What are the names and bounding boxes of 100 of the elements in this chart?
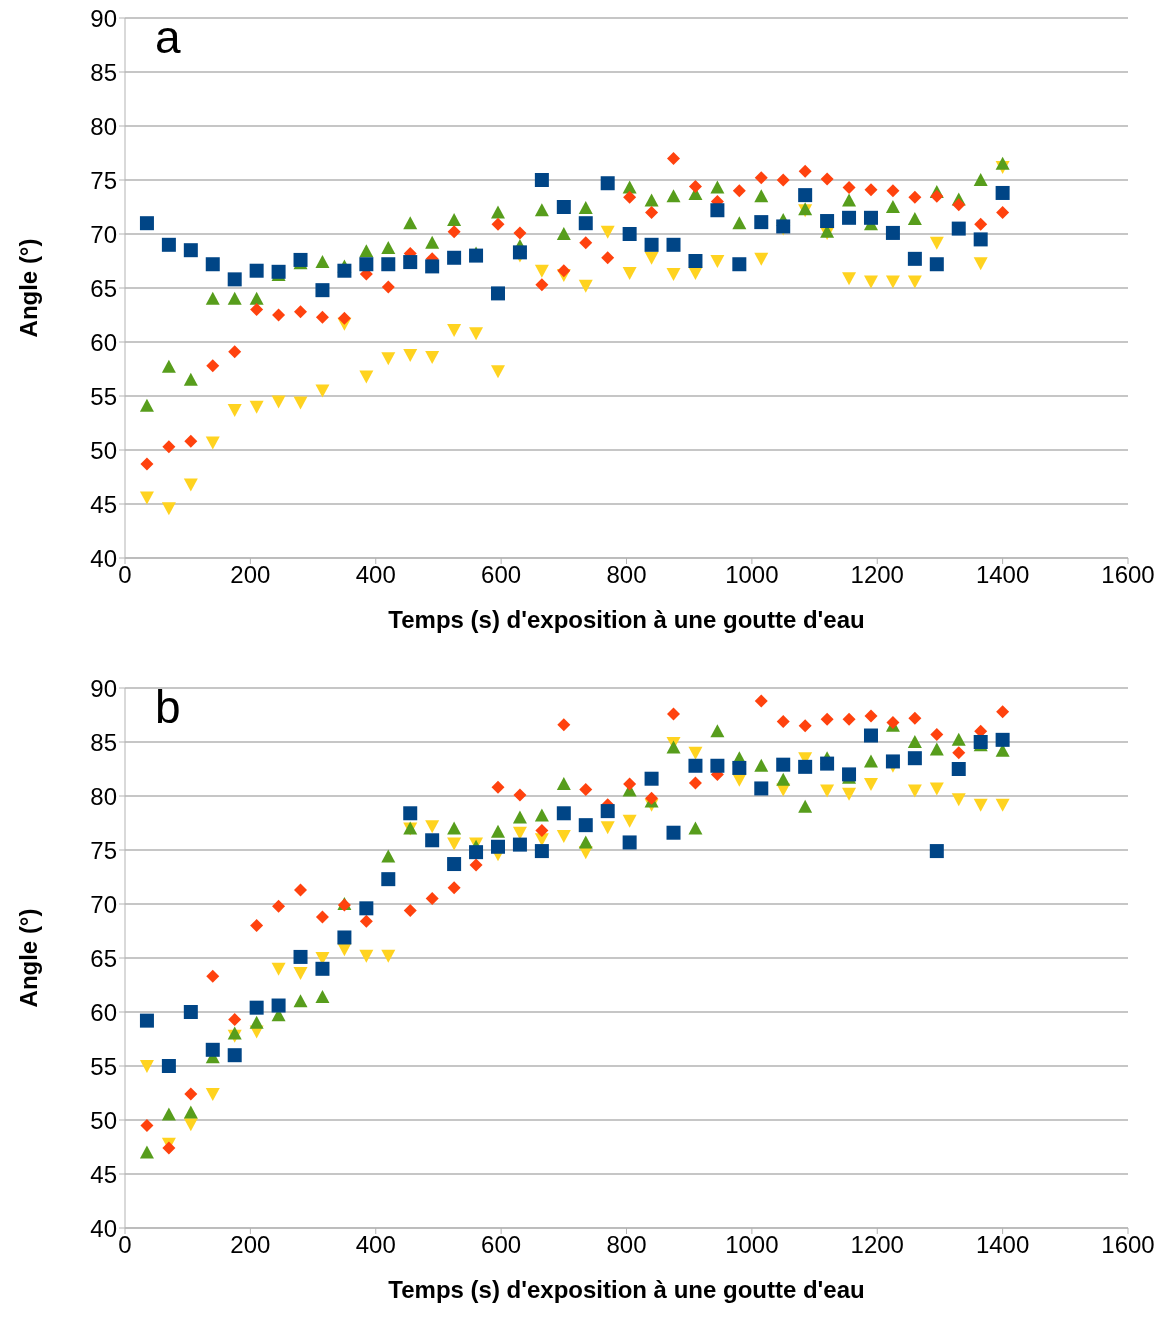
point [820,214,835,229]
point [447,225,461,239]
point [534,264,549,278]
point [469,858,483,872]
annotation: a [155,10,181,64]
point [842,193,857,207]
point [294,305,308,319]
point [315,283,330,298]
point [930,189,944,203]
point [688,746,703,760]
point [293,994,308,1008]
point [534,808,549,822]
point [688,758,703,773]
point [754,215,769,230]
point [162,1141,176,1155]
point [688,821,703,835]
point [929,844,944,859]
point [951,221,966,236]
point [359,949,374,963]
y-tick-label: 65 [90,274,117,302]
point [139,398,154,412]
point [272,899,286,913]
point [622,266,637,280]
point [315,384,330,398]
point [490,205,505,219]
point [732,760,747,775]
y-tick-label: 55 [90,382,117,410]
point [556,777,571,791]
point [776,173,790,187]
point [205,291,220,305]
point [139,491,154,505]
point [403,806,418,821]
x-tick-label: 1200 [850,1231,904,1259]
point [952,746,966,760]
point [666,825,681,840]
point [688,179,702,193]
point [732,184,746,198]
point [162,440,176,454]
annotation: b [155,680,181,734]
y-axis-title: Angle (°) [14,908,42,1008]
point [929,257,944,272]
point [732,257,747,272]
x-tick-label: 0 [118,561,132,589]
point [381,280,395,294]
point [183,1105,198,1119]
point [754,758,769,772]
point [623,777,637,791]
point [951,762,966,776]
point [139,216,154,231]
point [842,787,857,801]
point [556,806,571,821]
point [249,1000,264,1015]
x-tick-label: 1400 [975,1231,1030,1259]
point [754,171,768,185]
point [293,967,308,981]
point [447,837,462,851]
point [645,205,659,219]
point [359,914,373,928]
point [907,751,922,766]
point [666,189,681,203]
point [666,267,681,281]
point [183,1005,198,1019]
y-tick-label: 70 [90,220,117,248]
point [885,225,900,240]
point [512,826,527,840]
point [512,837,527,852]
point [425,833,440,848]
x-axis-title: Temps (s) d'exposition à une goutte d'eau [388,606,865,633]
point [491,217,505,231]
x-tick-label: 800 [606,1231,647,1259]
point [754,252,769,266]
point [381,241,396,255]
point [447,324,462,338]
point [820,712,834,726]
point [973,232,988,247]
point [250,303,264,317]
point [556,829,571,843]
x-tick-label: 600 [481,1231,522,1259]
point [490,839,505,854]
point [337,930,352,945]
point [929,236,944,250]
point [513,226,527,240]
point [315,910,329,924]
point [667,707,681,721]
point [469,327,484,341]
x-tick-label: 1600 [1101,1231,1155,1259]
x-tick-label: 0 [118,1231,132,1259]
point [227,272,242,287]
x-tick-label: 1000 [725,561,779,589]
point [183,478,198,492]
point [907,275,922,289]
point [974,217,988,231]
point [447,881,461,895]
point [139,1145,154,1159]
point [864,183,878,197]
point [403,255,418,270]
point [161,1059,176,1073]
point [535,278,549,292]
point [622,227,637,241]
point [425,351,440,365]
